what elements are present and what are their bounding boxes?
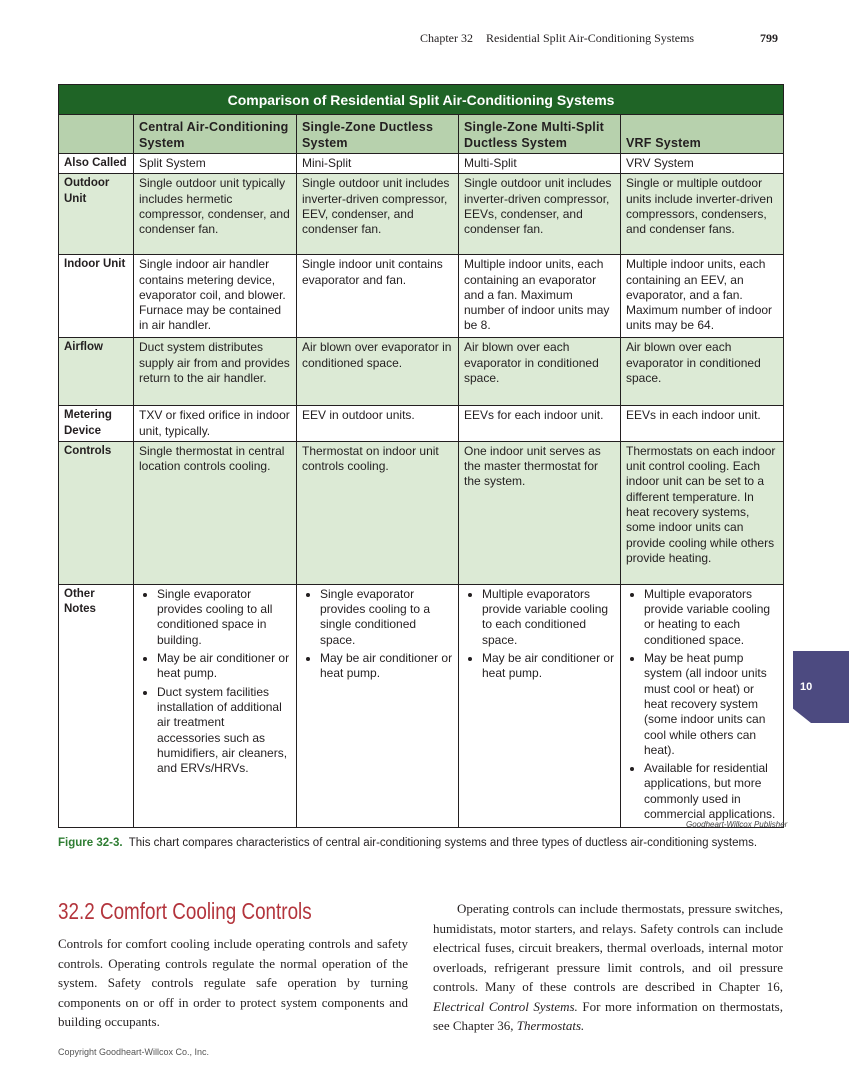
row-header: Other Notes (58, 583, 134, 829)
column-header (58, 114, 134, 154)
column-header: Single-Zone Multi-Split Ductless System (458, 114, 621, 154)
column-header: Central Air-Conditioning System (133, 114, 297, 154)
table-cell: Duct system distributes supply air from … (133, 337, 297, 407)
table-cell: Single thermostat in central location co… (133, 440, 297, 585)
table-cell: Multiple indoor units, each containing a… (619, 254, 785, 339)
comparison-table: Comparison of Residential Split Air-Cond… (57, 84, 785, 829)
figure-label: Figure 32-3. (58, 837, 123, 849)
table-cell: Air blown over evaporator in conditioned… (296, 337, 459, 407)
table-cell: Air blown over each evaporator in condit… (619, 337, 785, 407)
table-cell: Multiple indoor units, each containing a… (458, 254, 621, 339)
row-header: Outdoor Unit (58, 173, 134, 256)
table-cell: Multiple evaporators provide variable co… (619, 583, 785, 829)
list-item: May be air conditioner or heat pump. (157, 651, 291, 682)
table-cell: TXV or fixed orifice in indoor unit, typ… (133, 405, 297, 442)
figure-credit: Goodheart-Willcox Publisher (686, 820, 788, 829)
table-cell: Single evaporator provides cooling to a … (296, 583, 459, 829)
row-header: Controls (58, 440, 134, 585)
table-row: Indoor Unit Single indoor air handler con… (58, 254, 785, 339)
table-cell: Single outdoor unit includes inverter-dr… (458, 173, 621, 256)
column-header: VRF System (619, 114, 785, 154)
row-header: Airflow (58, 337, 134, 407)
copyright: Copyright Goodheart-Willcox Co., Inc. (58, 1047, 210, 1057)
table-row: Also Called Split System Mini-Split Multi-S… (58, 152, 785, 175)
row-header: Also Called (58, 152, 134, 175)
row-header: Metering Device (58, 405, 134, 442)
paragraph: Operating controls can include thermosta… (433, 899, 783, 1036)
table-row: Outdoor Unit Single outdoor unit typicall… (58, 173, 785, 256)
table-cell: Single indoor air handler contains meter… (133, 254, 297, 339)
chapter-number: Chapter 32 (420, 31, 473, 45)
table-cell: Single or multiple outdoor units include… (619, 173, 785, 256)
section-heading: 32.2 Comfort Cooling Controls (58, 898, 312, 924)
list-item: Multiple evaporators provide variable co… (482, 587, 615, 648)
table-cell: Single outdoor unit includes inverter-dr… (296, 173, 459, 256)
table-row: Other Notes Single evaporator provides co… (58, 583, 785, 829)
table-row: Controls Single thermostat in central loc… (58, 440, 785, 585)
table-header-row: Central Air-Conditioning System Single-Zo… (58, 114, 785, 154)
list-item: Single evaporator provides cooling to al… (157, 587, 291, 648)
page-number: 799 (760, 31, 778, 45)
bullet-list: Single evaporator provides cooling to al… (139, 587, 291, 777)
list-item: May be air conditioner or heat pump. (320, 651, 453, 682)
table-title: Comparison of Residential Split Air-Cond… (57, 84, 785, 115)
caption-text: This chart compares characteristics of c… (128, 837, 758, 849)
table-cell: VRV System (619, 152, 785, 175)
chapter-thumb-tab: 10 (793, 651, 849, 723)
paragraph: Controls for comfort cooling include ope… (58, 936, 408, 1029)
row-header: Indoor Unit (58, 254, 134, 339)
column-right: Operating controls can include thermosta… (433, 899, 783, 1036)
figure-caption: Figure 32-3. This chart compares charact… (58, 836, 788, 851)
list-item: May be heat pump system (all indoor unit… (644, 651, 778, 758)
table-cell: Multiple evaporators provide variable co… (458, 583, 621, 829)
chapter-reference: Thermostats. (516, 1018, 585, 1033)
bullet-list: Single evaporator provides cooling to a … (302, 587, 453, 682)
list-item: Duct system facilities installation of a… (157, 685, 291, 777)
table-row: Airflow Duct system distributes supply ai… (58, 337, 785, 407)
chapter-title: Residential Split Air-Conditioning Syste… (486, 31, 695, 45)
table-cell: Thermostat on indoor unit controls cooli… (296, 440, 459, 585)
list-item: Multiple evaporators provide variable co… (644, 587, 778, 648)
table-row: Metering Device TXV or fixed orifice in i… (58, 405, 785, 442)
table-cell: EEVs for each indoor unit. (458, 405, 621, 442)
list-item: May be air conditioner or heat pump. (482, 651, 615, 682)
table-cell: Mini-Split (296, 152, 459, 175)
table-cell: EEVs in each indoor unit. (619, 405, 785, 442)
thumb-tab-label: 10 (800, 681, 813, 693)
table-cell: Single evaporator provides cooling to al… (133, 583, 297, 829)
table-cell: Single outdoor unit typically includes h… (133, 173, 297, 256)
running-head: Chapter 32 Residential Split Air-Conditi… (420, 31, 778, 46)
text: For more information on thermostats, see… (433, 998, 783, 1034)
chapter-reference: Electrical Control Systems. (433, 998, 578, 1014)
text: Operating controls can include thermosta… (433, 901, 783, 994)
bullet-list: Multiple evaporators provide variable co… (626, 587, 778, 822)
list-item: Single evaporator provides cooling to a … (320, 587, 453, 648)
table-cell: Split System (133, 152, 297, 175)
column-header: Single-Zone Ductless System (296, 114, 459, 154)
bullet-list: Multiple evaporators provide variable co… (464, 587, 615, 682)
column-left: Controls for comfort cooling include ope… (58, 934, 408, 1032)
table-cell: EEV in outdoor units. (296, 405, 459, 442)
list-item: Available for residential applications, … (644, 761, 778, 822)
table-cell: Single indoor unit contains evaporator a… (296, 254, 459, 339)
table-cell: One indoor unit serves as the master the… (458, 440, 621, 585)
table-cell: Multi-Split (458, 152, 621, 175)
table-cell: Thermostats on each indoor unit control … (619, 440, 785, 585)
table-cell: Air blown over each evaporator in condit… (458, 337, 621, 407)
